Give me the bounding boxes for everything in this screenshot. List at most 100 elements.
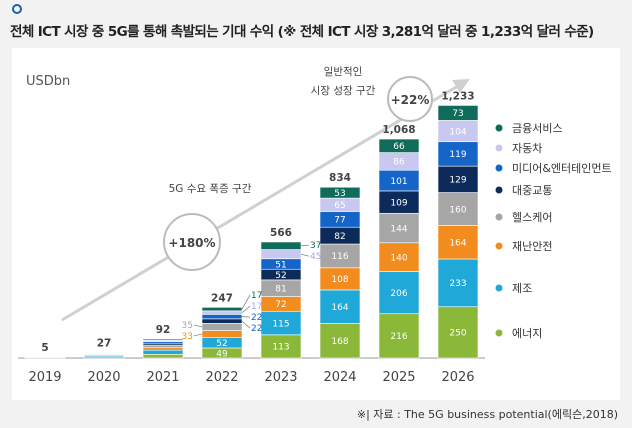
callout-line <box>241 294 251 310</box>
callout-line <box>193 333 203 337</box>
callout-line <box>241 305 251 313</box>
data-label: 53 <box>334 189 345 199</box>
bar-segment-2022-7 <box>201 307 243 312</box>
data-label: 164 <box>449 238 466 248</box>
growth-arrow-line <box>61 84 459 322</box>
total-label: 834 <box>329 172 351 184</box>
data-label: 250 <box>449 329 466 339</box>
title-bullet-icon <box>12 4 22 14</box>
bar-segment-2022-2 <box>201 330 243 338</box>
growth-circle-2 <box>387 76 433 122</box>
bar-segment-2022-6 <box>201 310 243 315</box>
data-label: 233 <box>449 279 466 289</box>
bar-segment-2025-1 <box>378 271 420 315</box>
bar-segment-2022-3 <box>201 323 243 331</box>
bar-segment-2025-3 <box>378 212 420 244</box>
data-label: 82 <box>334 232 345 242</box>
bar-segment-2025-2 <box>378 242 420 272</box>
data-label: 119 <box>449 150 466 160</box>
bar-segment-2026-2 <box>437 225 479 260</box>
callout-label: 22 <box>251 313 262 323</box>
data-label: 160 <box>449 205 466 215</box>
data-label: 66 <box>393 142 405 152</box>
legend-marker-icon <box>495 242 503 250</box>
legend-label: 에너지 <box>512 327 542 340</box>
data-label: 129 <box>449 176 466 186</box>
total-label: 1,233 <box>441 90 474 102</box>
data-label: 104 <box>449 127 466 137</box>
bar-segment-2024-7 <box>319 186 361 199</box>
data-label: 73 <box>452 109 463 119</box>
bar-segment-2021-0 <box>142 354 184 359</box>
data-label: 72 <box>275 300 286 310</box>
x-tick-label: 2020 <box>87 370 120 385</box>
callout-line <box>193 324 203 328</box>
data-label: 168 <box>331 337 348 347</box>
callout-line <box>300 253 310 257</box>
total-label: 1,068 <box>382 124 415 136</box>
data-label: 86 <box>393 158 405 168</box>
data-label: 116 <box>331 252 348 262</box>
page-title: 전체 ICT 시장 중 5G를 통해 촉발되는 기대 수익 (※ 전체 ICT … <box>10 24 594 40</box>
legend-label: 대중교통 <box>512 184 552 197</box>
callout-label: 17 <box>251 291 262 301</box>
x-tick-label: 2021 <box>146 370 179 385</box>
bar-segment-2021-7 <box>142 338 184 341</box>
legend-marker-icon <box>495 213 503 221</box>
legend-label: 재난안전 <box>512 240 552 253</box>
bar-segment-2022-5 <box>201 314 243 320</box>
bar-segment-2022-4 <box>201 318 243 324</box>
bar-segment-2021-3 <box>142 344 184 349</box>
data-label: 65 <box>334 201 345 211</box>
source-note: ※| 자료 : The 5G business potential(에릭슨,20… <box>356 408 618 421</box>
data-label: 51 <box>275 260 286 270</box>
bar-segment-2026-7 <box>437 105 479 121</box>
legend-label: 헬스케어 <box>512 211 552 224</box>
data-label: 206 <box>390 289 407 299</box>
data-label: 216 <box>390 332 407 342</box>
bar-segment-2023-6 <box>260 249 302 260</box>
bar-segment-2025-7 <box>378 138 420 153</box>
legend-marker-icon <box>495 124 503 132</box>
total-label: 27 <box>97 337 112 349</box>
legend-label: 금융서비스 <box>512 122 563 135</box>
bar-segment-2026-1 <box>437 258 479 308</box>
legend-marker-icon <box>495 284 503 292</box>
x-tick-label: 2025 <box>382 370 415 385</box>
total-label: 247 <box>211 292 233 304</box>
legend-marker-icon <box>495 186 503 194</box>
legend-label: 제조 <box>512 282 532 295</box>
legend-label: 자동차 <box>512 142 542 155</box>
phase1-label: 5G 수요 폭증 구간 <box>169 183 252 195</box>
bar-segment-2024-1 <box>319 289 361 324</box>
data-label: 144 <box>390 224 407 234</box>
callout-label: 37 <box>310 241 321 251</box>
arrow-head-icon <box>452 79 470 93</box>
x-tick-label: 2019 <box>28 370 61 385</box>
legend-marker-icon <box>495 144 503 152</box>
legend-label: 미디어&엔터테인먼트 <box>512 162 612 175</box>
growth-label-1: +180% <box>168 236 215 250</box>
callout-label: 45 <box>310 252 321 262</box>
bar-segment-2026-0 <box>437 306 479 359</box>
bar-segment-2021-1 <box>142 349 184 355</box>
x-tick-label: 2022 <box>205 370 238 385</box>
growth-label-2: +22% <box>391 93 430 107</box>
callout-label: 17 <box>251 302 262 312</box>
callout-line <box>241 320 251 329</box>
data-label: 77 <box>334 216 345 226</box>
x-tick-label: 2024 <box>323 370 356 385</box>
bar-segment-2026-4 <box>437 165 479 193</box>
data-label: 140 <box>390 253 407 263</box>
data-label: 108 <box>331 275 348 285</box>
phase2-label-line1: 일반적인 <box>324 65 363 78</box>
x-tick-label: 2026 <box>441 370 474 385</box>
phase2-label-line2: 시장 성장 구간 <box>311 85 376 97</box>
bar-segment-2021-2 <box>142 347 184 351</box>
bar-segment-2023-7 <box>260 241 302 250</box>
bar-segment-2026-3 <box>437 192 479 226</box>
data-label: 115 <box>272 319 289 329</box>
legend-marker-icon <box>495 329 503 337</box>
bar-segment-2025-0 <box>378 313 420 359</box>
